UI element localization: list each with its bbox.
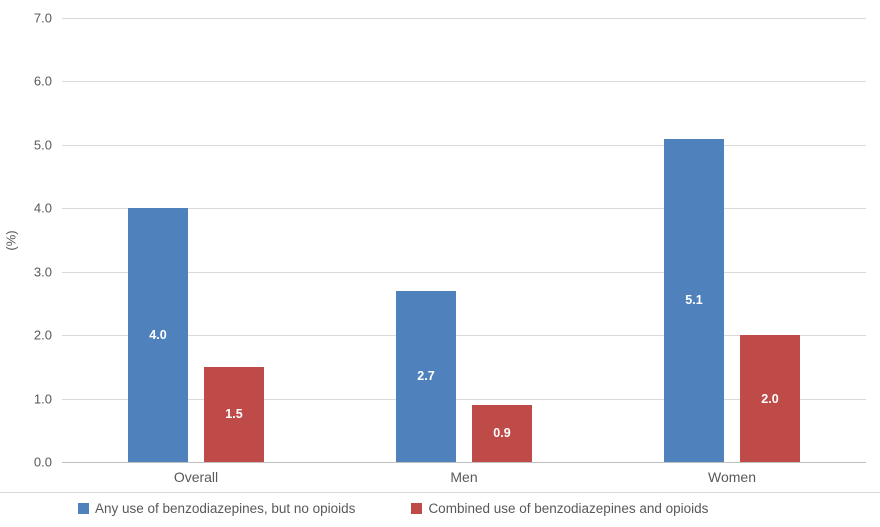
bar-value-label: 0.9 xyxy=(493,426,511,441)
x-tick-label: Overall xyxy=(173,469,219,485)
bar-value-label: 5.1 xyxy=(685,293,703,308)
bar-group-women: 5.1 2.0 xyxy=(598,18,866,462)
y-tick-label: 3.0 xyxy=(33,264,52,280)
gridline xyxy=(62,18,866,19)
gridline xyxy=(62,144,866,146)
x-axis: Overall Men Women xyxy=(62,469,866,485)
legend-label: Any use of benzodiazepines, but no opioi… xyxy=(95,501,356,516)
legend-item: Any use of benzodiazepines, but no opioi… xyxy=(78,501,355,516)
gridline xyxy=(62,335,866,337)
gridline xyxy=(62,81,866,83)
legend-label: Combined use of benzodiazepines and opio… xyxy=(428,501,709,516)
legend-marker xyxy=(78,503,89,514)
y-tick-label: 5.0 xyxy=(33,137,52,153)
legend-divider xyxy=(0,492,880,493)
gridline xyxy=(62,208,866,210)
bar-value-label: 2.7 xyxy=(417,369,435,384)
bar-group-men: 2.7 0.9 xyxy=(330,18,598,462)
plot-area: 4.0 1.5 2.7 0.9 5.1 2.0 xyxy=(62,18,866,463)
bar-value-label: 4.0 xyxy=(149,328,167,343)
legend-marker xyxy=(411,503,423,514)
bar: 4.0 xyxy=(127,208,188,462)
bar: 2.0 xyxy=(739,335,800,462)
x-tick-label: Men xyxy=(450,469,478,485)
bar: 0.9 xyxy=(471,404,532,462)
y-tick-label: 1.0 xyxy=(33,391,52,407)
x-tick-label: Women xyxy=(708,469,756,485)
y-tick-label: 4.0 xyxy=(33,200,52,216)
gridline xyxy=(62,271,866,273)
bar-value-label: 1.5 xyxy=(225,407,243,422)
y-tick-label: 2.0 xyxy=(33,327,52,343)
y-axis: 0.0 1.0 2.0 3.0 4.0 5.0 6.0 7.0 xyxy=(22,11,56,470)
y-tick-label: 7.0 xyxy=(33,10,52,26)
bar-value-label: 2.0 xyxy=(761,391,779,406)
legend: Any use of benzodiazepines, but no opioi… xyxy=(78,501,708,516)
bar: 1.5 xyxy=(203,366,264,462)
bar: 2.7 xyxy=(395,290,456,462)
legend-item: Combined use of benzodiazepines and opio… xyxy=(411,501,708,516)
y-tick-label: 0.0 xyxy=(33,454,52,470)
y-axis-title: (%) xyxy=(3,229,19,251)
bar-group-overall: 4.0 1.5 xyxy=(62,18,330,462)
y-axis-title-wrap: (%) xyxy=(0,18,22,462)
bar: 5.1 xyxy=(663,138,724,462)
gridline xyxy=(62,398,866,400)
y-tick-label: 6.0 xyxy=(33,73,52,89)
